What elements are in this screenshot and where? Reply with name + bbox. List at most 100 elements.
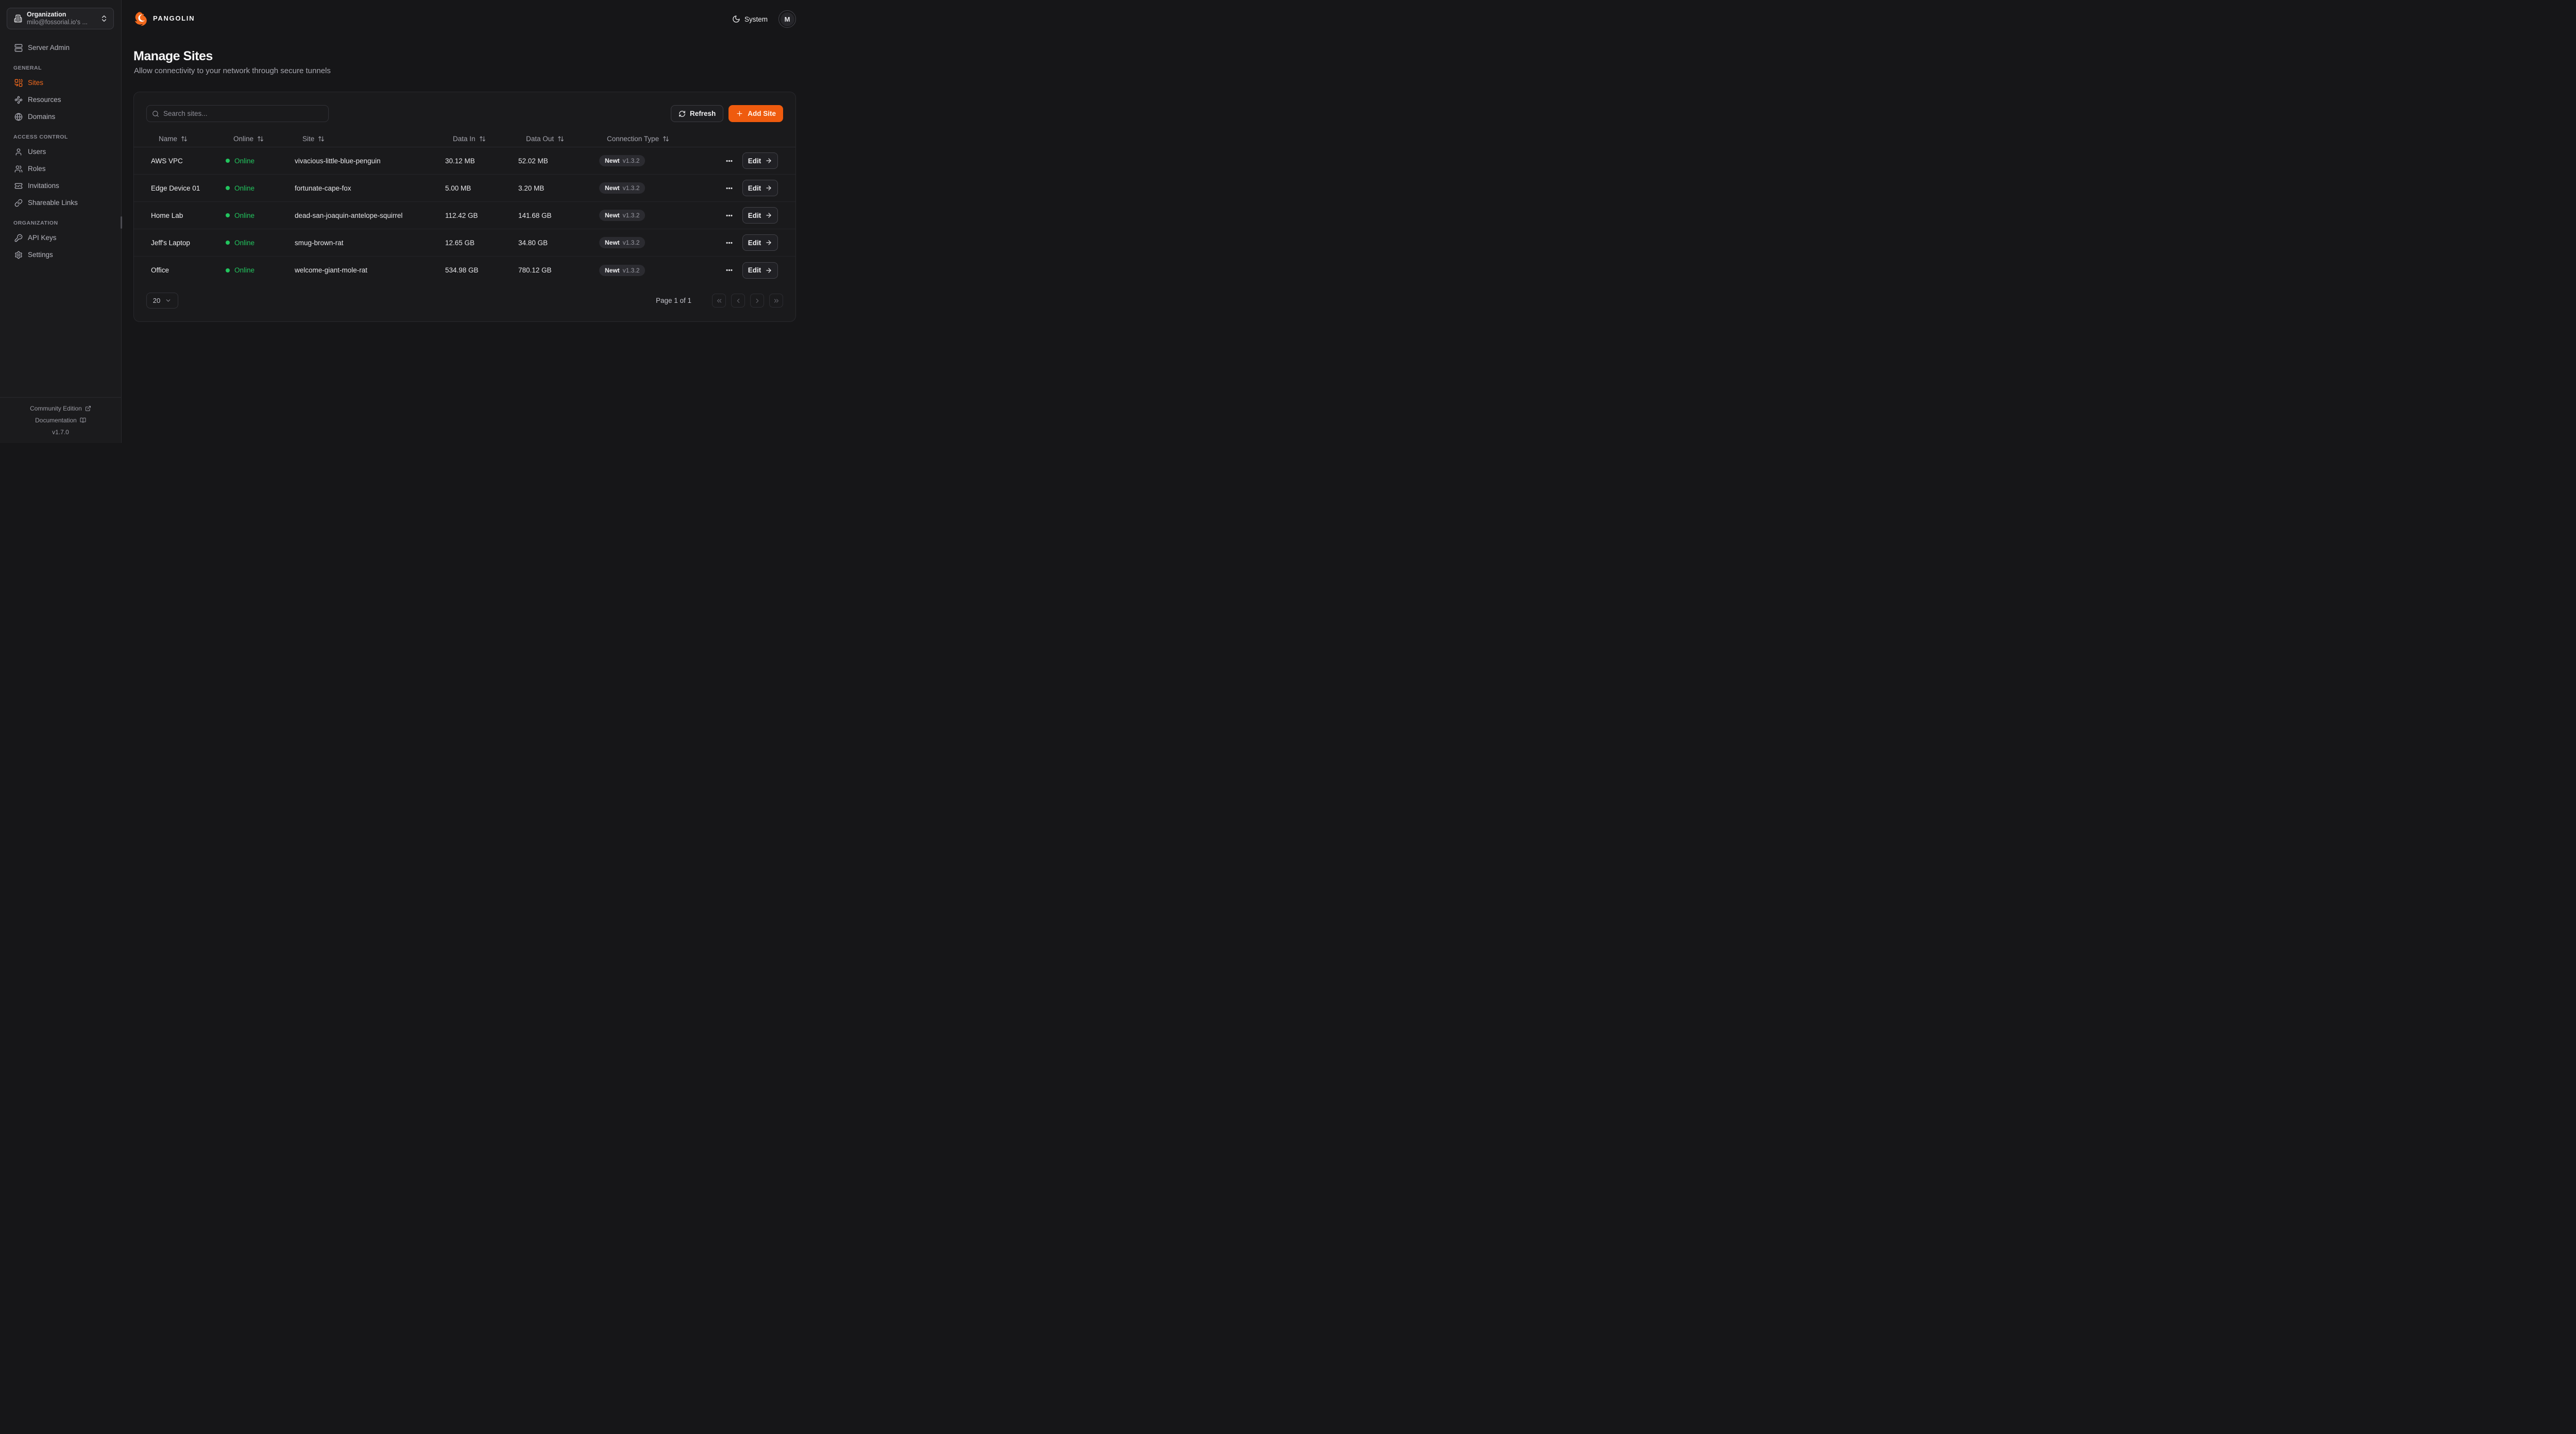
connection-type-cell: Newt v1.3.2: [599, 237, 701, 248]
sidebar-section-label: ORGANIZATION: [13, 220, 58, 226]
edit-button[interactable]: Edit: [742, 207, 778, 224]
theme-toggle-label: System: [744, 15, 768, 23]
table-row[interactable]: Jeff's Laptop Online smug-brown-rat 12.6…: [134, 229, 795, 257]
org-picker-value: milo@fossorial.io's ...: [27, 19, 88, 26]
row-menu-button[interactable]: [723, 237, 735, 248]
search-input[interactable]: [163, 110, 323, 117]
sidebar-item-settings[interactable]: Settings: [0, 250, 121, 259]
page-size-select[interactable]: 20: [146, 293, 178, 309]
next-page-button[interactable]: [750, 294, 764, 308]
edit-button[interactable]: Edit: [742, 262, 778, 279]
ellipsis-icon: [725, 212, 733, 219]
plus-icon: [736, 110, 743, 117]
ellipsis-icon: [725, 184, 733, 192]
link-icon: [14, 199, 23, 207]
theme-toggle[interactable]: System: [732, 15, 768, 23]
version-label: v1.7.0: [52, 429, 69, 436]
connection-type-cell: Newt v1.3.2: [599, 182, 701, 194]
refresh-icon: [679, 110, 686, 117]
book-open-icon: [80, 417, 86, 423]
site-status-cell: Online: [226, 239, 295, 247]
sidebar-footer: Community Edition Documentation v1.7.0: [0, 397, 121, 443]
chevron-right-icon: [754, 297, 761, 304]
table-row[interactable]: Edge Device 01 Online fortunate-cape-fox…: [134, 175, 795, 202]
online-status-dot: [226, 213, 230, 217]
connection-type-badge: Newt v1.3.2: [599, 155, 646, 166]
sidebar-item-roles[interactable]: Roles: [0, 164, 121, 173]
sidebar-item-api-keys[interactable]: API Keys: [0, 233, 121, 242]
pagination-bar: 20 Page 1 of 1: [146, 293, 783, 309]
documentation-label: Documentation: [35, 417, 77, 424]
table-row[interactable]: Office Online welcome-giant-mole-rat 534…: [134, 257, 795, 284]
column-header-data-in[interactable]: Data In: [445, 135, 518, 143]
user-menu[interactable]: M: [778, 10, 796, 28]
connection-type-badge: Newt v1.3.2: [599, 264, 646, 276]
community-edition-link[interactable]: Community Edition: [0, 405, 121, 412]
sidebar: Organization milo@fossorial.io's ... Ser…: [0, 0, 122, 443]
sidebar-item-shareable-links[interactable]: Shareable Links: [0, 198, 121, 207]
edit-button[interactable]: Edit: [742, 180, 778, 196]
edit-button[interactable]: Edit: [742, 234, 778, 251]
online-status-dot: [226, 186, 230, 190]
brand-logo[interactable]: PANGOLIN: [133, 10, 195, 27]
add-site-button[interactable]: Add Site: [728, 105, 783, 122]
sidebar-section-label: GENERAL: [13, 65, 42, 71]
site-name-cell: Jeff's Laptop: [151, 238, 190, 247]
first-page-button[interactable]: [712, 294, 726, 308]
sidebar-item-server-admin[interactable]: Server Admin: [0, 43, 121, 52]
arrow-right-icon: [765, 267, 772, 274]
column-header-online[interactable]: Online: [226, 135, 295, 143]
chevrons-left-icon: [716, 297, 723, 304]
table-row[interactable]: Home Lab Online dead-san-joaquin-antelop…: [134, 202, 795, 229]
sidebar-item-invitations[interactable]: Invitations: [0, 181, 121, 190]
site-name-cell: Edge Device 01: [151, 184, 200, 192]
globe-icon: [14, 113, 23, 121]
site-id-cell: dead-san-joaquin-antelope-squirrel: [295, 211, 403, 219]
last-page-button[interactable]: [769, 294, 783, 308]
waypoints-icon: [14, 96, 23, 104]
page-status: Page 1 of 1: [655, 297, 691, 304]
data-in-cell: 30.12 MB: [445, 157, 475, 165]
moon-icon: [732, 15, 740, 23]
sidebar-resize-handle[interactable]: [121, 216, 122, 229]
table-row[interactable]: AWS VPC Online vivacious-little-blue-pen…: [134, 147, 795, 175]
refresh-button[interactable]: Refresh: [670, 105, 724, 122]
add-site-button-label: Add Site: [748, 110, 776, 117]
row-menu-button[interactable]: [723, 155, 735, 166]
page-subtitle: Allow connectivity to your network throu…: [134, 66, 331, 75]
sort-icon: [479, 135, 486, 142]
column-header-data-out[interactable]: Data Out: [518, 135, 599, 143]
gear-icon: [14, 251, 23, 259]
table-toolbar: Refresh Add Site: [146, 105, 783, 122]
column-header-connection-type[interactable]: Connection Type: [599, 135, 701, 143]
row-menu-button[interactable]: [723, 182, 735, 194]
previous-page-button[interactable]: [731, 294, 745, 308]
sidebar-section: ACCESS CONTROL Users Roles Invitations S…: [0, 134, 121, 207]
site-name-cell: AWS VPC: [151, 157, 183, 165]
documentation-link[interactable]: Documentation: [0, 417, 121, 424]
sort-icon: [663, 135, 669, 142]
arrow-right-icon: [765, 212, 772, 219]
sidebar-item-sites[interactable]: Sites: [0, 78, 121, 87]
chevrons-up-down-icon: [100, 14, 108, 23]
site-status-cell: Online: [226, 157, 295, 165]
row-menu-button[interactable]: [723, 210, 735, 221]
page-title: Manage Sites: [133, 49, 213, 63]
table-header-row: Name Online Site Data In Data Out: [134, 130, 795, 147]
arrow-right-icon: [765, 239, 772, 246]
sidebar-nav: Server Admin GENERAL Sites Resources Dom…: [0, 29, 121, 259]
column-header-site[interactable]: Site: [295, 135, 445, 143]
row-menu-button[interactable]: [723, 265, 735, 276]
ellipsis-icon: [725, 157, 733, 165]
site-name-cell: Office: [151, 266, 170, 274]
org-picker[interactable]: Organization milo@fossorial.io's ...: [7, 8, 114, 29]
sidebar-item-domains[interactable]: Domains: [0, 112, 121, 121]
edit-button[interactable]: Edit: [742, 152, 778, 169]
sidebar-item-users[interactable]: Users: [0, 147, 121, 156]
arrow-right-icon: [765, 157, 772, 164]
sidebar-item-resources[interactable]: Resources: [0, 95, 121, 104]
chevron-down-icon: [165, 297, 172, 304]
online-status-dot: [226, 241, 230, 245]
column-header-name[interactable]: Name: [151, 135, 226, 143]
site-status-cell: Online: [226, 266, 295, 274]
